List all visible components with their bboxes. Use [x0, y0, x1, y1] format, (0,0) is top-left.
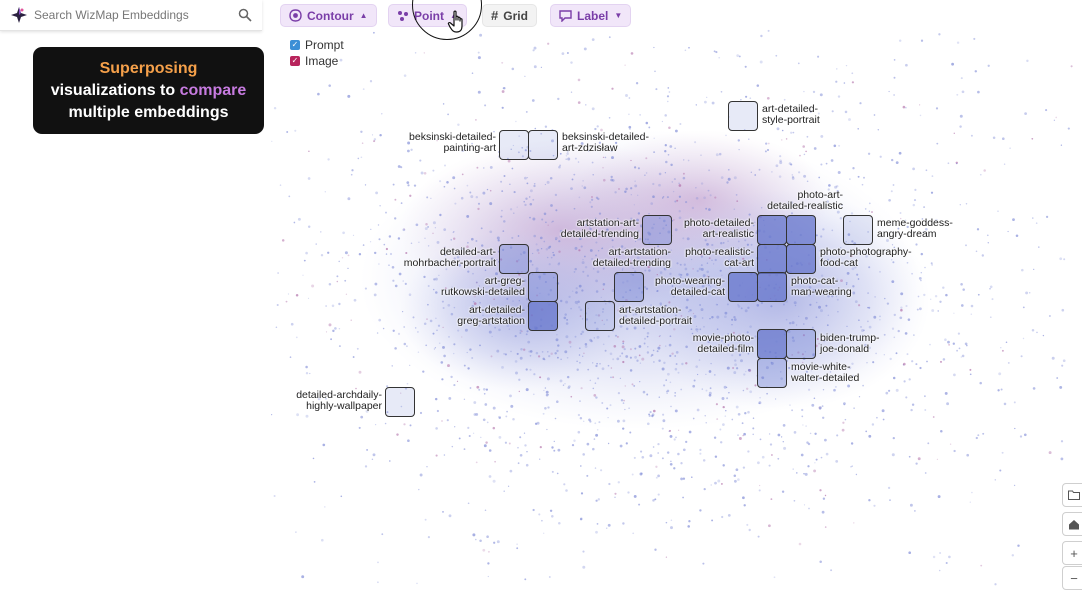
caret-up-icon: ▲ [359, 11, 368, 20]
feature-callout: Superposing visualizations to compare mu… [33, 47, 264, 134]
tile-label: art-detailed-style-portrait [762, 103, 820, 126]
callout-line-2: visualizations to compare [51, 80, 247, 102]
grid-tile[interactable] [757, 358, 787, 388]
tile-label: artstation-art-detailed-trending [560, 217, 639, 240]
tile-label: art-detailed-greg-artstation [457, 304, 525, 327]
search-bar [0, 0, 262, 31]
tile-label: beksinski-detailed-painting-art [409, 131, 496, 154]
layer-legend: ✓ Prompt ✓ Image [290, 37, 344, 69]
tile-label: detailed-archdaily-highly-wallpaper [296, 389, 382, 412]
tile-label: detailed-art-mohrbacher-portrait [403, 246, 496, 269]
legend-prompt[interactable]: ✓ Prompt [290, 37, 344, 53]
grid-tile[interactable] [757, 329, 787, 359]
legend-image[interactable]: ✓ Image [290, 53, 344, 69]
search-icon[interactable] [238, 8, 252, 22]
tile-label: photo-realistic-cat-art [685, 246, 754, 269]
label-label: Label [577, 8, 609, 23]
tile-label: photo-photography-food-cat [820, 246, 912, 269]
home-icon[interactable] [1062, 512, 1082, 536]
hand-pointer-icon [447, 10, 463, 33]
legend-prompt-label: Prompt [305, 38, 344, 52]
caret-down-icon: ▼ [614, 11, 623, 20]
grid-tile[interactable] [585, 301, 615, 331]
tile-label: art-greg-rutkowski-detailed [440, 275, 525, 298]
label-icon [559, 9, 572, 22]
grid-tile[interactable] [757, 215, 787, 245]
point-label: Point [414, 8, 444, 23]
tile-label: photo-cat-man-wearing [791, 275, 852, 298]
grid-tile[interactable] [786, 215, 816, 245]
legend-image-label: Image [305, 54, 339, 68]
grid-tile[interactable] [728, 272, 758, 302]
grid-tile[interactable] [499, 244, 529, 274]
callout-line-3: multiple embeddings [68, 103, 229, 121]
checkbox-checked-icon[interactable]: ✓ [290, 56, 300, 66]
search-input[interactable] [34, 8, 238, 22]
tile-label: photo-detailed-art-realistic [683, 217, 754, 240]
grid-tile[interactable] [499, 130, 529, 160]
grid-tile[interactable] [757, 244, 787, 274]
folder-icon[interactable] [1062, 483, 1082, 507]
contour-label: Contour [307, 8, 354, 23]
grid-tile[interactable] [728, 101, 758, 131]
tile-label: photo-wearing-detailed-cat [654, 275, 725, 298]
tile-label: beksinski-detailed-art-zdzisław [562, 131, 649, 154]
tile-label: biden-trump-joe-donald [820, 332, 880, 355]
checkbox-checked-icon[interactable]: ✓ [290, 40, 300, 50]
grid-tile[interactable] [385, 387, 415, 417]
grid-tile[interactable] [786, 329, 816, 359]
wizmap-logo-icon [11, 7, 27, 23]
callout-highlight: compare [179, 81, 247, 99]
zoom-out-icon[interactable]: − [1062, 566, 1082, 590]
callout-line-1: Superposing [99, 59, 198, 77]
grid-tile[interactable] [614, 272, 644, 302]
callout-text: visualizations to [50, 81, 180, 99]
contour-icon [289, 9, 302, 22]
grid-tile[interactable] [528, 272, 558, 302]
tile-label: art-artstation-detailed-portrait [619, 304, 692, 327]
point-icon [397, 10, 409, 22]
grid-tile[interactable] [786, 244, 816, 274]
grid-tile[interactable] [843, 215, 873, 245]
grid-tile[interactable] [528, 301, 558, 331]
tile-label: photo-art-detailed-realistic [767, 189, 843, 212]
tile-label: meme-goddess-angry-dream [877, 217, 953, 240]
tile-label: art-artstation-detailed-trending [592, 246, 671, 269]
label-button[interactable]: Label ▼ [550, 4, 632, 27]
grid-tile[interactable] [642, 215, 672, 245]
hash-icon: # [491, 8, 499, 23]
tile-label: movie-photo-detailed-film [692, 332, 754, 355]
grid-tile[interactable] [528, 130, 558, 160]
grid-label: Grid [503, 8, 528, 23]
zoom-in-icon[interactable]: + [1062, 541, 1082, 565]
contour-button[interactable]: Contour ▲ [280, 4, 377, 27]
grid-tile[interactable] [757, 272, 787, 302]
tile-label: movie-white-walter-detailed [791, 361, 860, 384]
grid-button[interactable]: # Grid [482, 4, 537, 27]
